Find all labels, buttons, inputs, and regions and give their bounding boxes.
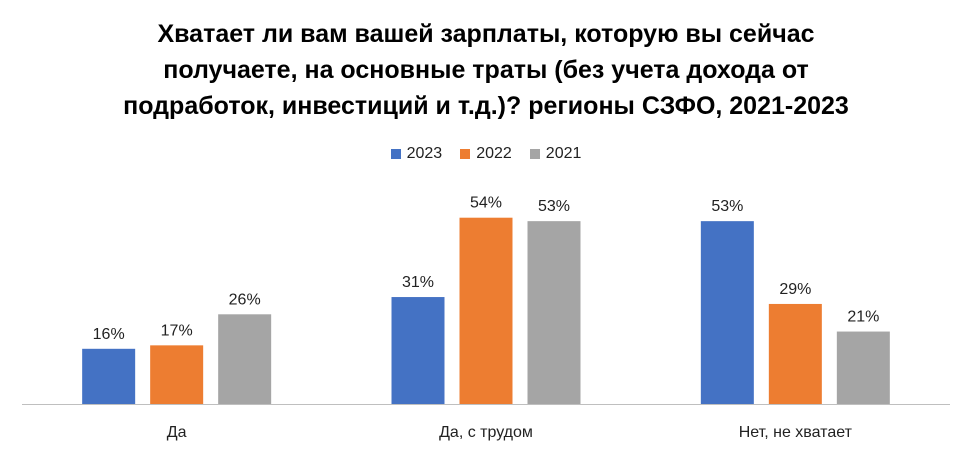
legend-swatch-2023 [390,149,401,159]
data-label-2023-cat-1: 31% [402,274,434,291]
data-label-2022-cat-2: 29% [779,281,811,298]
bar-2021-cat-2 [836,331,890,404]
bar-2022-cat-2 [768,303,822,404]
chart-title-line-3: подработок, инвестиций и т.д.)? регионы … [123,92,849,120]
legend-label-2023: 2023 [406,145,443,162]
chart-title: Хватает ли вам вашей зарплаты, которую в… [0,16,972,124]
chart-title-line-1: Хватает ли вам вашей зарплаты, которую в… [157,20,815,48]
chart-legend: 2023 2022 2021 [0,145,972,163]
category-label-1: Да, с трудом [439,424,533,441]
data-label-2021-cat-0: 26% [229,291,261,308]
data-label-2021-cat-1: 53% [538,198,570,215]
chart-title-line-2: получаете, на основные траты (без учета … [163,56,809,84]
category-label-0: Да [167,424,187,441]
data-label-2023-cat-2: 53% [711,198,743,215]
bar-2021-cat-1 [527,221,581,404]
legend-swatch-2021 [529,149,540,159]
category-label-2: Нет, не хватает [739,424,853,441]
bar-2023-cat-1 [391,297,445,404]
legend-item-2023: 2023 [390,145,443,163]
legend-item-2021: 2021 [529,145,582,163]
bar-2022-cat-1 [459,217,513,404]
legend-label-2021: 2021 [545,145,582,162]
data-label-2021-cat-2: 21% [847,309,879,326]
legend-item-2022: 2022 [460,145,512,163]
bar-2021-cat-0 [218,314,272,404]
legend-label-2022: 2022 [476,145,512,162]
data-label-2023-cat-0: 16% [93,326,125,343]
bar-2022-cat-0 [150,345,204,404]
bar-2023-cat-2 [700,221,754,404]
legend-swatch-2022 [460,149,471,159]
data-label-2022-cat-1: 54% [470,195,502,212]
data-label-2022-cat-0: 17% [161,322,193,339]
bar-2023-cat-0 [82,348,136,404]
